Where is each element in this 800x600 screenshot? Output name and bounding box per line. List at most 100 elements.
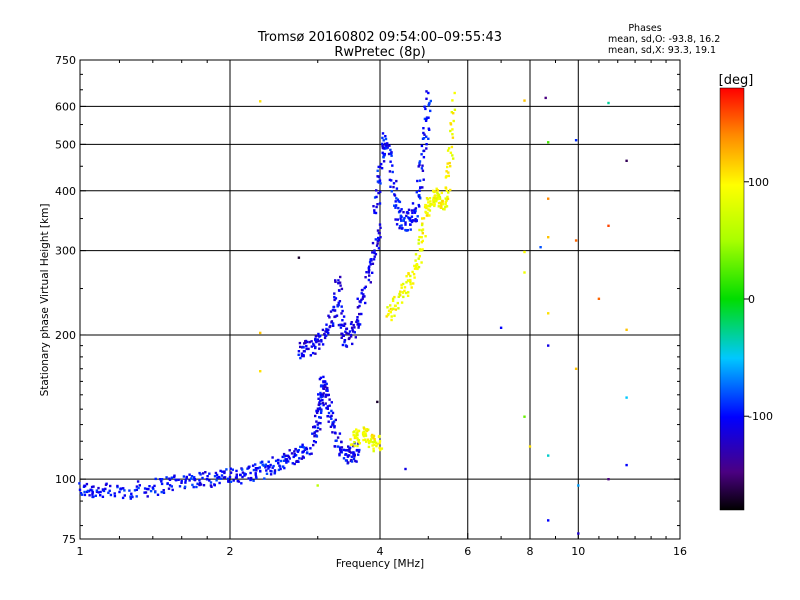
trace-point [322,387,326,390]
trace-point [273,471,277,474]
trace-point [352,330,355,333]
trace-point [451,133,454,136]
trace-point [367,428,370,431]
trace-point [424,235,427,238]
trace-point [425,97,428,100]
trace-point [434,197,437,200]
trace-point [418,248,422,251]
trace-point [321,343,325,346]
trace-point [421,239,424,243]
trace-point [413,276,416,279]
trace-point [223,470,226,473]
trace-point [392,307,395,310]
trace-point [390,179,393,182]
trace-point [361,288,364,292]
trace-point [241,475,244,479]
trace-point [390,190,393,193]
colorbar-tick-label: -100 [748,410,773,423]
trace-point [389,148,392,152]
trace-point [402,282,405,286]
trace-point [251,464,255,467]
trace-point [279,465,282,468]
trace-point [269,463,272,467]
trace-point [252,479,255,482]
trace-point [327,411,331,415]
scatter-point [607,224,610,227]
trace-point [320,408,323,411]
trace-point [333,298,336,302]
scatter-point [625,463,628,467]
trace-point [349,322,353,326]
trace-point [398,200,402,204]
trace-point [213,483,216,486]
trace-point [337,323,341,327]
chart-subtitle: RwPretec (8p) [334,45,425,60]
series-point [356,448,359,452]
trace-point [364,276,367,279]
trace-point [357,326,360,329]
series-point [356,318,359,322]
trace-point [223,471,226,475]
trace-point [284,458,287,461]
series-point [312,344,316,347]
trace-point [322,375,325,379]
trace-point [428,197,432,200]
series-point [239,473,242,477]
trace-point [333,426,336,429]
trace-point [420,261,423,264]
trace-point [410,286,413,289]
trace-point [425,206,428,210]
trace-point [416,215,419,218]
trace-point [168,484,172,487]
trace-point [444,176,448,179]
trace-point [368,265,371,268]
trace-point [342,315,346,318]
trace-point [368,260,372,264]
trace-point [348,448,351,451]
trace-point [321,395,325,398]
trace-point [83,490,86,494]
trace-point [374,238,377,241]
colorbar-label: [deg] [719,73,754,88]
trace-point [266,464,270,468]
trace-point [445,199,448,202]
series-point [384,135,387,138]
trace-point [426,205,429,208]
trace-point [435,200,438,203]
trace-point [235,473,238,476]
trace-point [372,434,376,438]
trace-point [315,420,318,423]
trace-point [446,195,449,199]
trace-point [213,475,217,478]
trace-point [418,205,421,208]
trace-point [355,320,358,323]
trace-point [102,489,106,493]
trace-point [340,312,343,315]
trace-point [367,441,371,445]
trace-point [414,209,417,213]
trace-point [262,464,265,467]
trace-point [438,195,441,199]
trace-point [386,146,389,149]
trace-point [434,198,437,201]
trace-point [250,476,253,480]
trace-point [409,283,412,286]
trace-point [414,207,418,210]
x-axis-label: Frequency [MHz] [336,558,424,570]
trace-point [91,490,94,494]
trace-point [353,441,356,444]
trace-point [364,438,367,441]
trace-point [225,468,228,471]
trace-point [355,432,358,435]
trace-point [83,493,87,497]
trace-point [379,190,382,194]
trace-point [327,314,330,317]
trace-point [265,472,269,475]
series-point [433,194,436,198]
trace-point [175,479,178,482]
trace-point [440,204,443,207]
trace-point [373,251,376,255]
trace-point [371,444,374,447]
trace-point [387,152,391,156]
trace-point [425,143,428,146]
